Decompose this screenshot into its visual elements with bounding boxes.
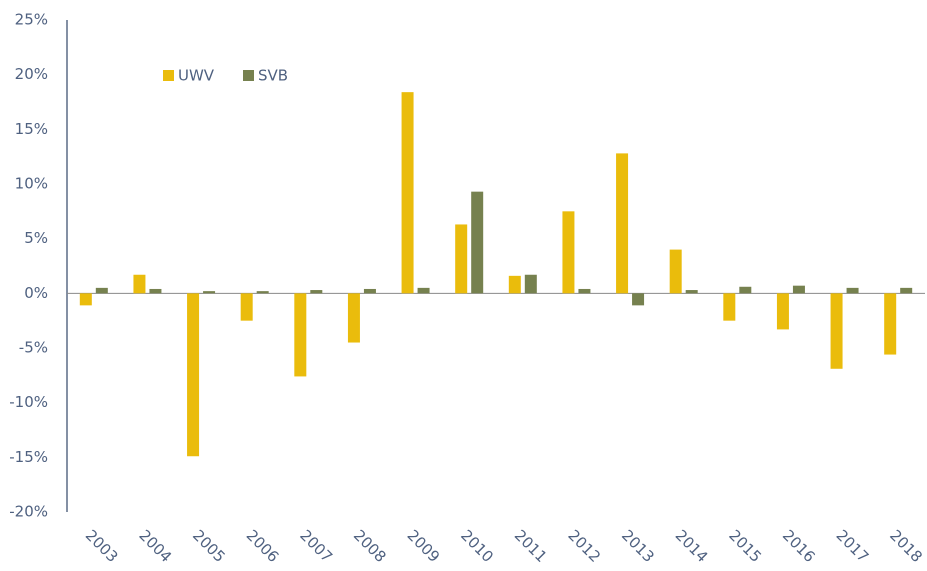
bar bbox=[203, 291, 216, 294]
bar bbox=[95, 287, 108, 294]
x-tick-label: 2017 bbox=[833, 526, 873, 566]
bar bbox=[776, 293, 789, 330]
bar bbox=[79, 293, 92, 306]
x-tick-label: 2005 bbox=[189, 526, 229, 566]
bar bbox=[739, 286, 752, 294]
bar bbox=[616, 153, 629, 294]
bar bbox=[562, 211, 575, 294]
bar bbox=[792, 285, 805, 294]
x-tick-label: 2008 bbox=[350, 526, 390, 566]
x-tick-label: 2016 bbox=[779, 526, 819, 566]
y-tick-label: 0% bbox=[24, 284, 48, 302]
bar bbox=[149, 288, 162, 294]
bar bbox=[310, 290, 323, 294]
x-tick-label: 2004 bbox=[135, 526, 175, 566]
x-tick-label: 2003 bbox=[82, 526, 122, 566]
y-tick-label: 10% bbox=[15, 175, 48, 193]
y-tick-label: 15% bbox=[15, 120, 48, 138]
x-tick-label: 2007 bbox=[296, 526, 336, 566]
legend-swatch bbox=[163, 70, 174, 81]
bar bbox=[846, 287, 859, 294]
y-tick-label: -10% bbox=[9, 393, 48, 411]
legend-label: SVB bbox=[258, 67, 288, 85]
x-tick-label: 2010 bbox=[457, 526, 497, 566]
bar bbox=[187, 293, 200, 457]
bar bbox=[455, 224, 468, 294]
bar bbox=[830, 293, 843, 369]
x-tick-label: 2009 bbox=[404, 526, 444, 566]
bar bbox=[347, 293, 360, 343]
bar bbox=[240, 293, 253, 321]
y-tick-label: 25% bbox=[15, 11, 48, 29]
bar bbox=[685, 290, 698, 294]
x-tick-label: 2013 bbox=[618, 526, 658, 566]
bar bbox=[417, 287, 430, 294]
bar bbox=[723, 293, 736, 321]
bar bbox=[363, 288, 376, 294]
bar bbox=[471, 191, 484, 294]
legend-label: UWV bbox=[178, 67, 215, 85]
bar bbox=[884, 293, 897, 355]
bar bbox=[900, 287, 913, 294]
bar bbox=[669, 249, 682, 294]
legend-swatch bbox=[243, 70, 254, 81]
x-tick-label: 2012 bbox=[564, 526, 604, 566]
x-tick-label: 2014 bbox=[672, 526, 712, 566]
bar bbox=[578, 288, 591, 294]
bar bbox=[524, 274, 537, 294]
y-tick-label: 20% bbox=[15, 65, 48, 83]
y-tick-label: -15% bbox=[9, 448, 48, 466]
bar bbox=[133, 274, 146, 294]
y-tick-label: 5% bbox=[24, 229, 48, 247]
x-tick-label: 2015 bbox=[725, 526, 765, 566]
x-tick-label: 2011 bbox=[511, 526, 551, 566]
bar bbox=[256, 291, 269, 294]
bar bbox=[401, 92, 414, 294]
x-tick-label: 2006 bbox=[243, 526, 283, 566]
x-tick-label: 2018 bbox=[886, 526, 926, 566]
bar bbox=[632, 293, 645, 306]
bar bbox=[294, 293, 307, 377]
y-tick-label: -5% bbox=[19, 339, 48, 357]
y-tick-label: -20% bbox=[9, 503, 48, 521]
bar bbox=[508, 275, 521, 294]
